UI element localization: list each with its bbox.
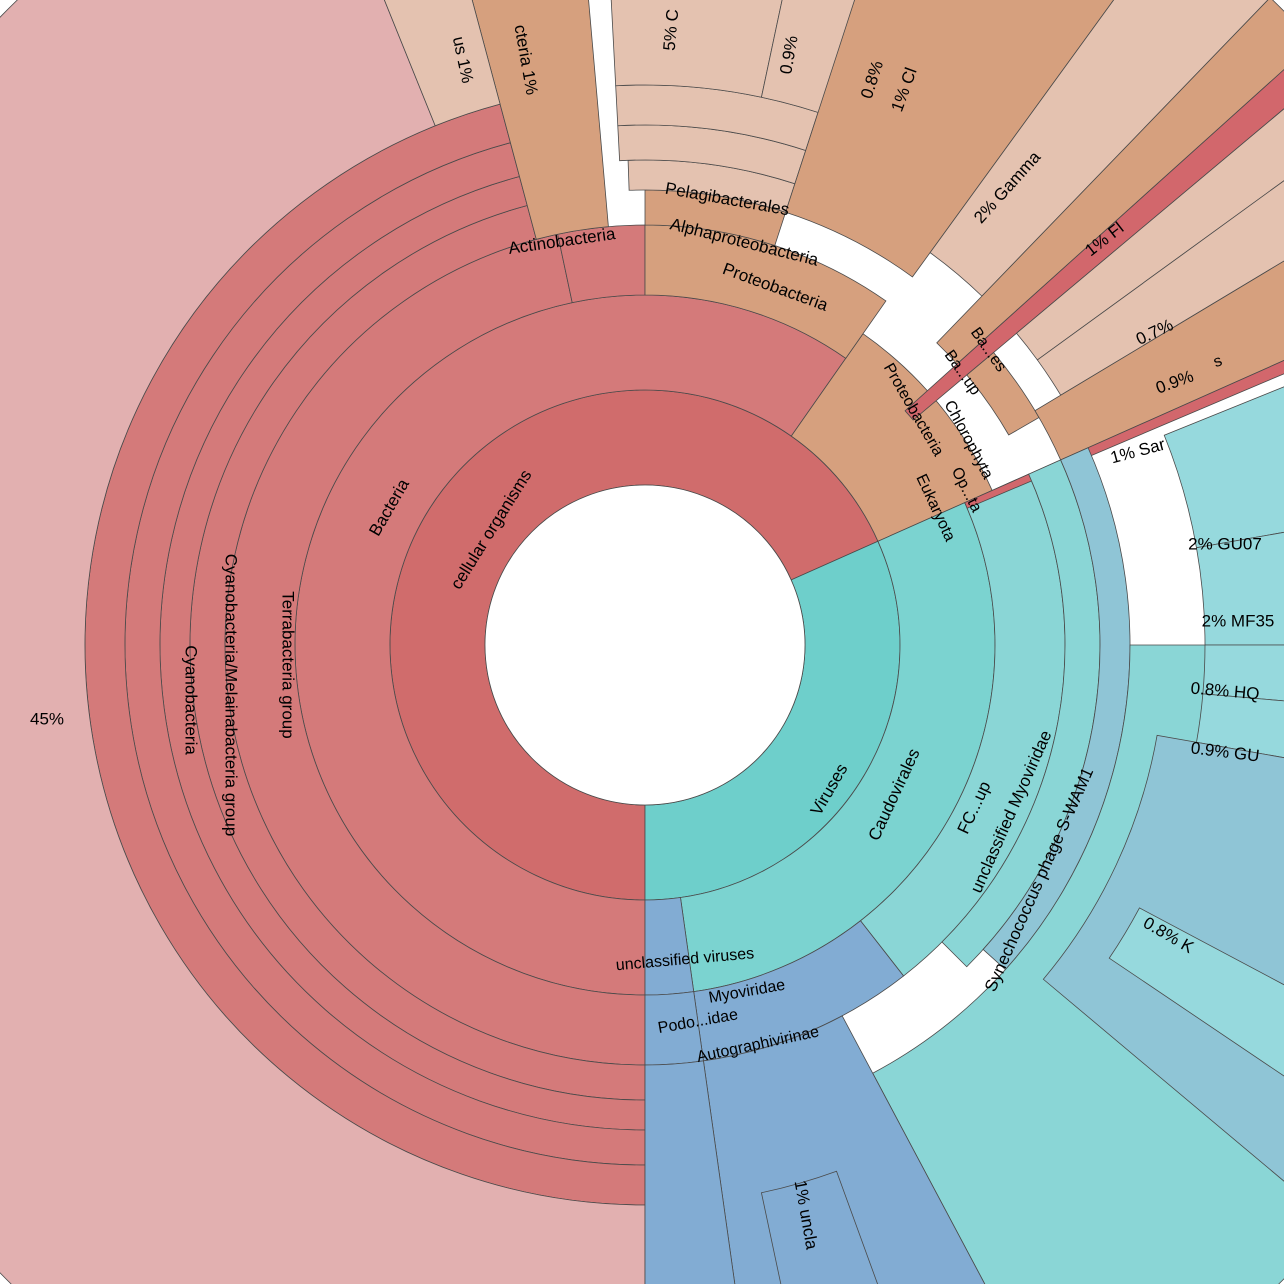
label-cyanobacteria: Cyanobacteria [182,645,201,755]
label-c-5pct: 5% C [660,8,683,51]
segment-marine-afvg[interactable] [644,1060,770,1284]
segment-actinobacteria[interactable] [464,0,609,240]
label-45pct: 45% [30,709,64,728]
segment-k-0.8pct[interactable] [1108,907,1284,1148]
segment-us[interactable] [308,0,501,127]
label-terrabacteria: Terrabacteria group [279,591,298,738]
segment-c-5pct[interactable] [598,0,832,98]
segment-gamma-2pct[interactable] [785,0,1174,278]
label-mf35-2pct: 2% MF35 [1202,611,1275,630]
segment-gu07-2pct[interactable] [1163,308,1284,549]
segment-cyanobacteria-45[interactable] [0,0,646,1284]
label-cyano-mel-group: Cyanobacteria/Melainabacteria group [222,554,241,837]
segment-s-wam1[interactable] [982,447,1131,971]
segment-fl-1pct[interactable] [929,0,1270,297]
label-gu07-2pct: 2% GU07 [1188,534,1262,553]
segment-uncla-1pct[interactable] [760,1170,952,1284]
center-hole [484,484,806,806]
segment-mf35-2pct[interactable] [1196,489,1284,646]
segment-chlorophyta[interactable] [966,351,1040,436]
segment-separator-red[interactable] [904,43,1284,421]
